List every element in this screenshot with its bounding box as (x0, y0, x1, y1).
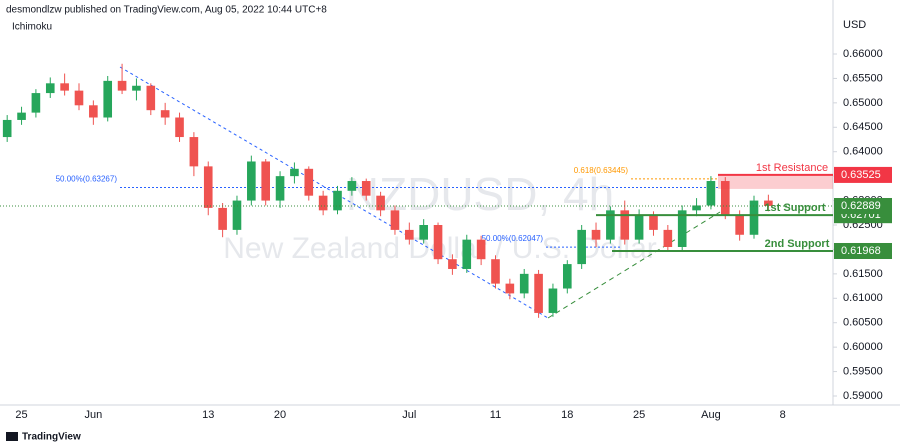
brand: TradingView (22, 432, 81, 443)
candle-body (361, 181, 371, 196)
level-name: 1st Resistance (756, 162, 828, 174)
level-name: 2nd Support (765, 238, 830, 250)
y-tick-label: 0.60500 (843, 317, 883, 329)
candle-body (189, 137, 199, 167)
candle-body (548, 288, 558, 313)
price-tag (834, 166, 892, 183)
candle-body (175, 117, 184, 138)
x-tick-label: Jul (402, 409, 416, 421)
candle-body (347, 181, 357, 191)
resistance-zone (718, 174, 833, 189)
x-tick-label: 25 (15, 409, 27, 421)
candle-body (333, 190, 342, 211)
candle-body (261, 161, 271, 201)
x-tick-label: Jun (84, 409, 102, 421)
candle-body (103, 80, 113, 118)
candle-body (577, 229, 586, 265)
candle-body (534, 273, 543, 313)
candle-body (692, 205, 701, 211)
candle-body (117, 80, 127, 91)
candle-body (376, 195, 385, 211)
price-tag (834, 242, 892, 259)
candle-body (462, 239, 472, 269)
candle-body (764, 200, 773, 206)
candle-body (290, 168, 299, 177)
candle-body (562, 264, 572, 289)
fib-label: 50.00%(0.63267) (56, 175, 118, 184)
x-tick-label: 20 (274, 409, 286, 421)
candle-body (419, 225, 428, 240)
candle-body (146, 85, 156, 111)
candle-body (318, 195, 328, 211)
candle-body (405, 229, 414, 240)
price-tag (834, 197, 892, 214)
candle-body (132, 85, 141, 91)
candle-body (620, 210, 630, 240)
fib-label: 50.00%(0.62047) (482, 234, 544, 243)
candle-body (247, 161, 256, 201)
candle-body (749, 200, 759, 235)
candle-body (735, 215, 744, 235)
y-tick-label: 0.59500 (843, 365, 883, 377)
y-tick-label: 0.66000 (843, 48, 883, 60)
candle-body (160, 110, 170, 118)
candle-body (476, 239, 486, 260)
candle-body (17, 112, 26, 120)
candle-body (89, 105, 98, 118)
y-tick-label: 0.64000 (843, 146, 883, 158)
y-tick-label: 0.61000 (843, 292, 883, 304)
watermark-title: NZDUSD, 4h (346, 168, 614, 220)
x-tick-label: 8 (780, 409, 786, 421)
candle-body (275, 176, 285, 201)
candle-body (505, 283, 515, 294)
y-tick-label: 0.61500 (843, 268, 883, 280)
candle-body (218, 207, 227, 230)
fib-label: 0.618(0.63445) (574, 166, 629, 175)
y-tick-label: 0.60000 (843, 341, 883, 353)
level-name: 1st Support (764, 202, 825, 214)
logo (6, 432, 18, 441)
price-tag-label: 0.61968 (841, 245, 881, 257)
price-tag-label: 0.63525 (841, 169, 881, 181)
candle-body (448, 259, 457, 269)
candle-body (2, 119, 12, 138)
publisher: desmondlzw published on TradingView.com,… (6, 5, 327, 16)
y-tick-label: 0.65000 (843, 97, 883, 109)
currency: USD (843, 19, 866, 31)
price-tag-label: 0.62889 (841, 200, 881, 212)
candle-body (663, 229, 673, 247)
candle-body (60, 83, 69, 91)
candle-body (74, 90, 84, 106)
x-tick-label: Aug (701, 409, 721, 421)
candle-body (634, 215, 644, 240)
candle-body (433, 225, 443, 260)
candle-body (203, 166, 213, 208)
candle-body (390, 210, 400, 230)
y-tick-label: 0.65500 (843, 72, 883, 84)
x-tick-label: 25 (633, 409, 645, 421)
candle-body (706, 181, 716, 206)
candle-body (45, 83, 55, 94)
candle-body (491, 259, 500, 284)
candle-body (606, 210, 615, 240)
candle-body (720, 181, 730, 216)
candle-body (519, 273, 529, 294)
candle-body (591, 229, 601, 240)
x-tick-label: 18 (561, 409, 573, 421)
x-tick-label: 11 (490, 409, 501, 421)
indicator-name: Ichimoku (12, 22, 52, 33)
candle-body (677, 210, 687, 247)
candle-body (649, 215, 658, 230)
trend-line (547, 211, 721, 319)
candle-body (232, 200, 242, 230)
y-tick-label: 0.59000 (843, 390, 883, 402)
x-tick-label: 13 (202, 409, 214, 421)
candle-body (304, 168, 314, 196)
candle-body (31, 93, 41, 113)
y-tick-label: 0.64500 (843, 121, 883, 133)
